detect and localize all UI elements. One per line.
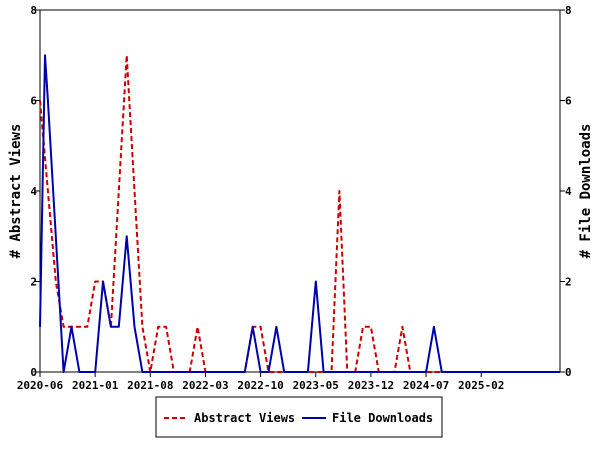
- x-tick-label: 2021-08: [127, 379, 173, 392]
- y-left-tick-label: 8: [30, 4, 37, 17]
- x-tick-label: 2021-01: [72, 379, 119, 392]
- y-right-tick-label: 8: [565, 4, 572, 17]
- y-left-tick-label: 4: [30, 185, 37, 198]
- y-right-tick-label: 6: [565, 95, 572, 108]
- legend: Abstract Views File Downloads: [155, 396, 443, 438]
- y-right-axis-title: # File Downloads: [578, 124, 594, 259]
- x-tick-label: 2022-03: [182, 379, 228, 392]
- x-tick-label: 2023-12: [348, 379, 394, 392]
- y-right-tick-label: 4: [565, 185, 572, 198]
- y-right-tick-label: 0: [565, 366, 572, 379]
- legend-label-file-downloads: File Downloads: [332, 411, 433, 425]
- x-axis: 2020-06 2021-01 2021-08 2022-03 2022-10 2023-…: [17, 372, 504, 392]
- y-left-tick-label: 2: [30, 276, 37, 289]
- y-left-tick-label: 6: [30, 95, 37, 108]
- legend-box: [155, 396, 443, 438]
- y-left-tick-label: 0: [30, 366, 37, 379]
- y-left-axis: 0 2 4 6 8: [30, 4, 40, 379]
- x-tick-label: 2024-07: [403, 379, 449, 392]
- series-line-file-downloads: [39, 54, 560, 373]
- x-tick-label: 2020-06: [17, 379, 64, 392]
- x-tick-label: 2025-02: [458, 379, 504, 392]
- y-left-axis-title: # Abstract Views: [8, 124, 24, 259]
- x-tick-label: 2023-05: [293, 379, 339, 392]
- y-right-tick-label: 2: [565, 276, 572, 289]
- plot-area: [39, 9, 561, 373]
- legend-label-abstract-views: Abstract Views: [194, 411, 295, 425]
- y-right-axis: 0 2 4 6 8: [560, 4, 572, 379]
- x-tick-label: 2022-10: [237, 379, 283, 392]
- series-layer: [39, 54, 560, 373]
